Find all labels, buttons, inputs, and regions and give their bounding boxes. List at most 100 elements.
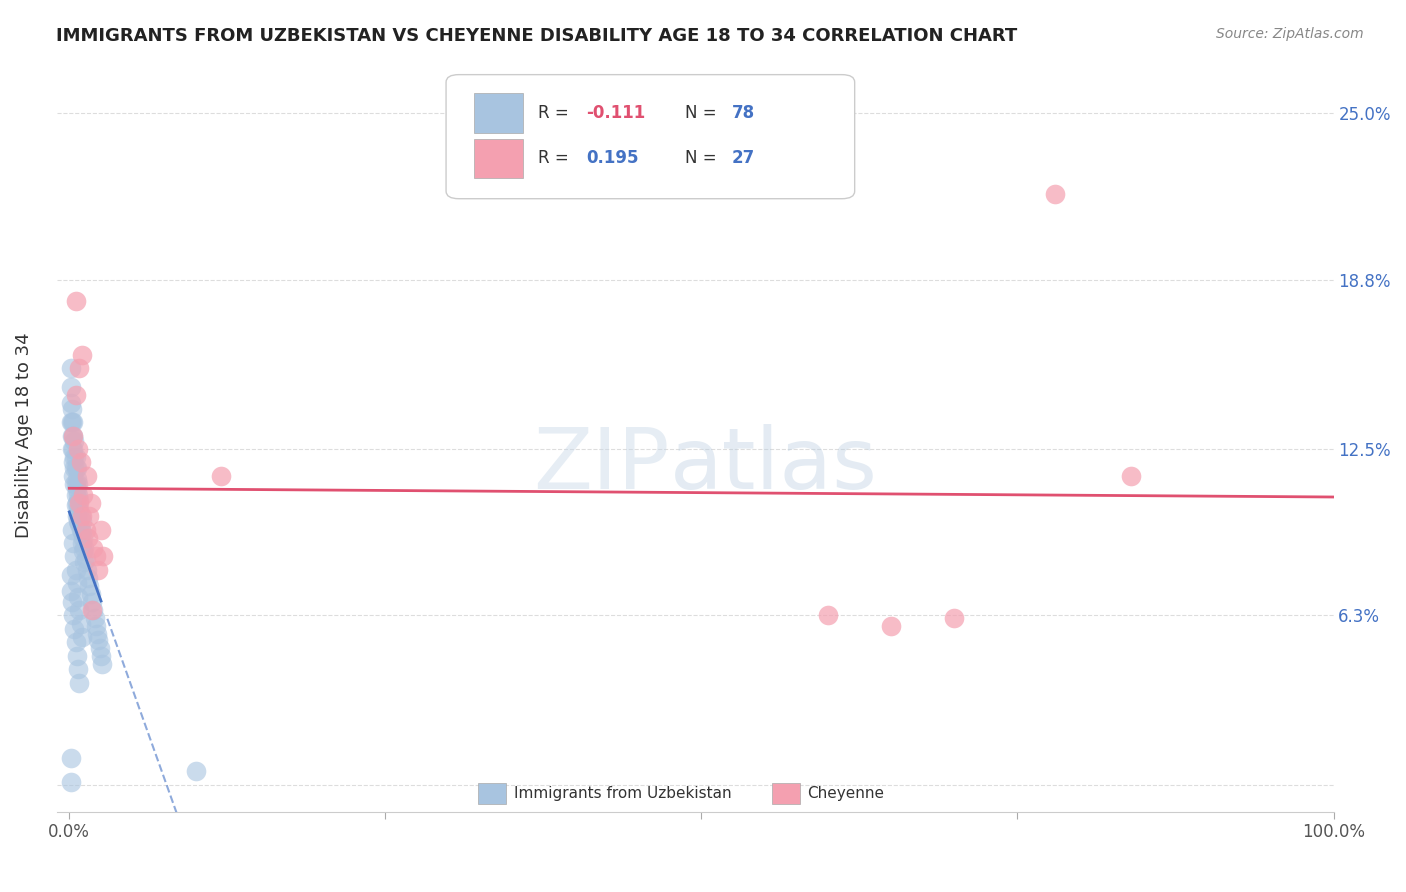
Point	[70, 525, 93, 540]
Point	[72, 488, 94, 502]
Point	[67, 476, 90, 491]
Point	[62, 428, 84, 442]
Point	[90, 523, 112, 537]
Point	[67, 501, 90, 516]
Point	[87, 632, 110, 647]
Text: N =: N =	[685, 104, 721, 122]
Point	[67, 493, 90, 508]
Point	[66, 576, 89, 591]
Point	[84, 619, 107, 633]
Point	[67, 603, 90, 617]
Point	[66, 483, 89, 497]
Point	[72, 531, 94, 545]
Point	[65, 450, 87, 464]
Point	[67, 442, 90, 456]
Point	[59, 751, 82, 765]
Point	[184, 764, 207, 779]
Text: Immigrants from Uzbekistan: Immigrants from Uzbekistan	[513, 786, 731, 801]
Point	[67, 488, 90, 502]
Point	[87, 563, 110, 577]
Point	[73, 541, 96, 556]
Point	[80, 603, 103, 617]
Point	[65, 563, 87, 577]
Point	[209, 468, 232, 483]
Point	[75, 523, 97, 537]
Point	[62, 536, 84, 550]
Point	[880, 619, 903, 633]
Point	[73, 555, 96, 569]
Point	[66, 648, 89, 663]
Bar	[772, 783, 800, 804]
Point	[59, 396, 82, 410]
Bar	[474, 138, 523, 178]
Point	[89, 640, 111, 655]
Text: 0.195: 0.195	[586, 149, 638, 167]
Point	[79, 579, 101, 593]
FancyBboxPatch shape	[446, 75, 855, 199]
Point	[817, 608, 839, 623]
Point	[59, 361, 82, 376]
Point	[59, 584, 82, 599]
Point	[60, 428, 83, 442]
Point	[62, 608, 84, 623]
Point	[70, 630, 93, 644]
Point	[70, 536, 93, 550]
Point	[80, 595, 103, 609]
Point	[77, 571, 100, 585]
Point	[63, 434, 86, 448]
Point	[66, 460, 89, 475]
Text: N =: N =	[685, 149, 721, 167]
Point	[63, 476, 86, 491]
Point	[60, 401, 83, 416]
Point	[84, 549, 107, 564]
Point	[943, 611, 966, 625]
Point	[67, 590, 90, 604]
Text: atlas: atlas	[669, 424, 877, 508]
Bar	[478, 783, 506, 804]
Point	[63, 450, 86, 464]
Point	[63, 460, 86, 475]
Point	[67, 496, 90, 510]
Point	[60, 415, 83, 429]
Point	[59, 568, 82, 582]
Point	[65, 476, 87, 491]
Point	[80, 587, 103, 601]
Point	[62, 415, 84, 429]
Point	[62, 428, 84, 442]
Text: R =: R =	[538, 149, 574, 167]
Point	[80, 496, 103, 510]
Point	[76, 563, 98, 577]
Bar	[474, 94, 523, 133]
Point	[65, 294, 87, 309]
Point	[67, 662, 90, 676]
Point	[69, 616, 91, 631]
Point	[70, 515, 93, 529]
Point	[86, 627, 108, 641]
Point	[62, 442, 84, 456]
Point	[60, 595, 83, 609]
Point	[59, 775, 82, 789]
Point	[62, 468, 84, 483]
Point	[93, 549, 115, 564]
Point	[1045, 186, 1067, 201]
Point	[59, 415, 82, 429]
Point	[82, 603, 104, 617]
Point	[67, 675, 90, 690]
Point	[59, 380, 82, 394]
Point	[72, 544, 94, 558]
Point	[67, 515, 90, 529]
Point	[1121, 468, 1143, 483]
Point	[77, 531, 100, 545]
Point	[67, 361, 90, 376]
Point	[66, 471, 89, 485]
Point	[75, 552, 97, 566]
Point	[65, 388, 87, 402]
Point	[65, 499, 87, 513]
Text: Cheyenne: Cheyenne	[807, 786, 884, 801]
Point	[76, 468, 98, 483]
Point	[63, 622, 86, 636]
Text: 78: 78	[733, 104, 755, 122]
Text: ZIP: ZIP	[533, 424, 669, 508]
Text: IMMIGRANTS FROM UZBEKISTAN VS CHEYENNE DISABILITY AGE 18 TO 34 CORRELATION CHART: IMMIGRANTS FROM UZBEKISTAN VS CHEYENNE D…	[56, 27, 1018, 45]
Text: 27: 27	[733, 149, 755, 167]
